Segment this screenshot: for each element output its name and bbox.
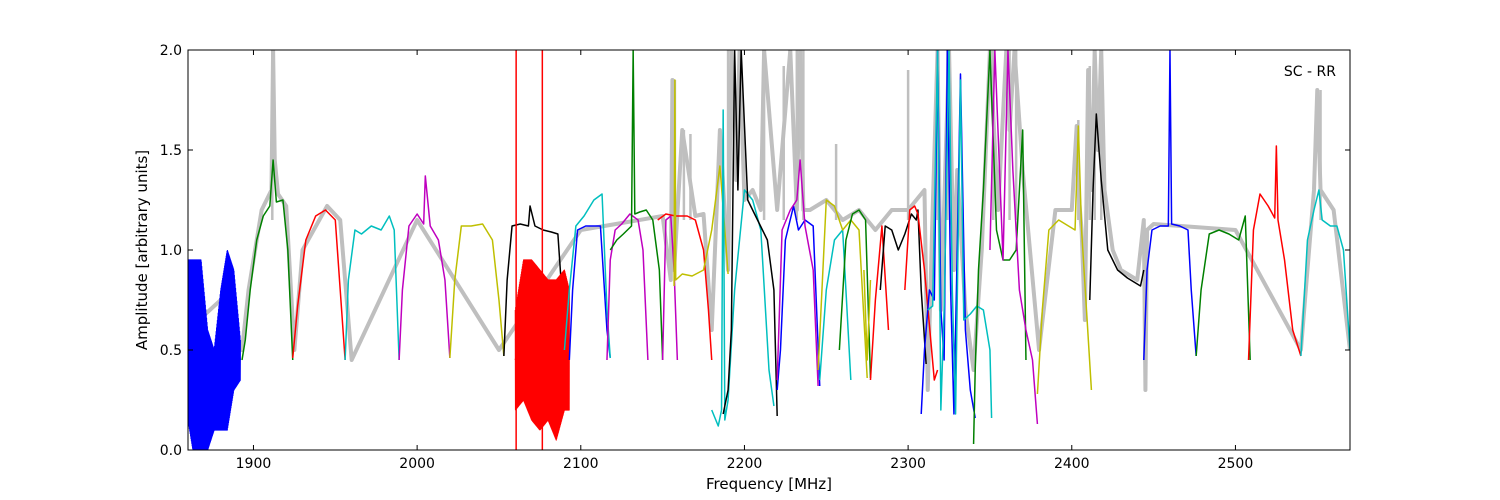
series-line-24 [879, 209, 927, 365]
series-line-7 [514, 329, 571, 361]
series-line-9 [563, 193, 611, 359]
series-line-16 [722, 50, 778, 417]
chart-annotation: SC - RR [1284, 64, 1336, 80]
series-line-0 [188, 329, 242, 391]
series-line-5 [449, 223, 505, 359]
series-line-32 [1143, 50, 1197, 361]
series-line-1 [241, 159, 294, 361]
series-line-13 [657, 213, 713, 361]
series-line-3 [344, 215, 400, 361]
series-line-14 [673, 79, 729, 287]
series-line-20 [817, 199, 868, 379]
y-tick-label: 0.0 [160, 443, 182, 459]
x-tick-label: 2100 [563, 456, 599, 472]
y-tick-label: 1.0 [160, 243, 182, 259]
series-line-12 [661, 215, 679, 361]
series-band-0 [188, 250, 241, 450]
series-line-23 [869, 225, 890, 381]
series-line-2 [291, 209, 346, 361]
x-tick-label: 2400 [1054, 456, 1090, 472]
series-line-25 [904, 205, 939, 381]
series-line-30 [1036, 125, 1093, 395]
series-line-35 [1300, 189, 1350, 357]
series-line-22 [863, 269, 872, 361]
x-tick-label: 2500 [1218, 456, 1254, 472]
series-line-28 [972, 50, 1027, 445]
x-tick-label: 2300 [890, 456, 926, 472]
y-tick-label: 1.5 [160, 143, 182, 159]
series-line-4 [398, 175, 451, 361]
x-tick-label: 2200 [727, 456, 763, 472]
series-line-21 [838, 209, 872, 379]
series-line-6 [503, 205, 569, 361]
series-line-19 [818, 229, 852, 381]
x-tick-label: 1900 [236, 456, 272, 472]
background-series-line [188, 50, 1350, 392]
series-line-31 [1089, 113, 1145, 301]
series-line-17 [776, 205, 821, 391]
x-axis-label: Frequency [MHz] [706, 475, 832, 493]
x-tick-label: 2000 [399, 456, 435, 472]
series-line-15 [711, 109, 775, 427]
series-line-27 [927, 50, 993, 419]
series-line-33 [1195, 215, 1251, 361]
axis-ticks: 1900 2000 2100 2200 2300 2400 2500 0.0 0.5 1.0 1.5… [160, 43, 1350, 472]
series-line-34 [1247, 145, 1302, 361]
y-tick-label: 2.0 [160, 43, 182, 59]
series-line-29 [989, 50, 1039, 425]
series-line-11 [609, 50, 664, 361]
y-tick-label: 0.5 [160, 343, 182, 359]
series-line-18 [776, 159, 819, 387]
series-line-10 [606, 213, 649, 361]
series-line-8 [568, 225, 611, 361]
y-axis-label: Amplitude [arbitrary units] [133, 150, 151, 350]
series-line-26 [920, 50, 976, 419]
